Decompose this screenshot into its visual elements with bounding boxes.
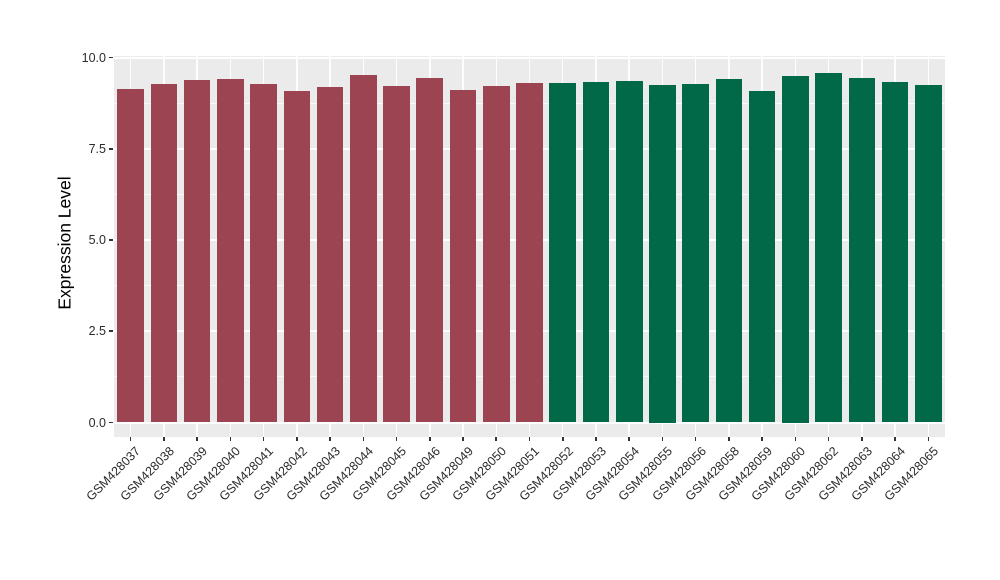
- bar: [416, 78, 444, 423]
- bar: [250, 84, 277, 423]
- x-axis-tick: [561, 437, 564, 441]
- y-axis-tick-label: 7.5: [88, 141, 106, 156]
- bar: [881, 82, 909, 423]
- x-axis-tick: [262, 437, 265, 441]
- x-axis-tick: [728, 437, 730, 441]
- x-axis-tick: [129, 437, 132, 441]
- bar: [350, 75, 377, 423]
- bar: [649, 84, 676, 423]
- y-axis-tick: [109, 330, 113, 333]
- x-axis-tick: [229, 437, 232, 441]
- x-axis-tick: [362, 437, 365, 441]
- x-axis-tick: [395, 437, 398, 441]
- x-axis-tick: [794, 437, 797, 441]
- x-axis-tick: [694, 437, 697, 441]
- x-axis-tick: [661, 437, 664, 441]
- major-gridline: [114, 56, 945, 59]
- bar: [150, 84, 178, 423]
- x-axis-tick: [761, 437, 763, 441]
- x-axis-tick: [296, 437, 298, 441]
- y-axis-tick-label: 5.0: [88, 233, 106, 247]
- bar: [183, 80, 211, 423]
- bar: [283, 91, 311, 423]
- x-axis-tick: [861, 437, 863, 441]
- y-axis-tick-label: 10.0: [81, 50, 106, 65]
- x-axis-tick: [196, 437, 198, 441]
- x-axis-tick: [894, 437, 896, 441]
- y-axis-tick: [109, 421, 113, 424]
- bar: [516, 83, 543, 423]
- x-axis-tick: [495, 437, 498, 441]
- x-axis-tick: [628, 437, 630, 441]
- bar: [848, 77, 876, 423]
- x-axis-tick: [329, 437, 331, 441]
- y-axis-tick-label: 2.5: [88, 324, 106, 339]
- bar: [117, 89, 144, 423]
- plot-panel: [114, 56, 945, 437]
- bar: [582, 81, 610, 423]
- bar: [682, 84, 709, 423]
- x-axis-tick: [927, 437, 930, 441]
- bar: [383, 85, 410, 423]
- x-axis-tick: [428, 437, 431, 441]
- bar: [549, 83, 577, 423]
- bar: [449, 90, 477, 423]
- x-axis-tick: [528, 437, 531, 441]
- major-gridline: [114, 421, 945, 424]
- y-axis-tick: [109, 56, 113, 59]
- bar: [482, 86, 510, 423]
- y-axis-tick: [109, 147, 113, 150]
- x-axis-tick: [462, 437, 464, 441]
- bar: [217, 78, 244, 423]
- y-axis-tick: [109, 239, 113, 241]
- bar: [615, 80, 643, 423]
- bar: [316, 86, 344, 423]
- bar: [915, 85, 942, 423]
- bar: [715, 79, 743, 423]
- y-axis-tick-label: 0.0: [88, 415, 106, 430]
- x-axis-tick: [595, 437, 597, 441]
- bar: [748, 91, 776, 423]
- x-axis-tick: [163, 437, 165, 441]
- bar: [782, 75, 809, 423]
- bar: [815, 73, 842, 423]
- x-axis-tick: [827, 437, 830, 441]
